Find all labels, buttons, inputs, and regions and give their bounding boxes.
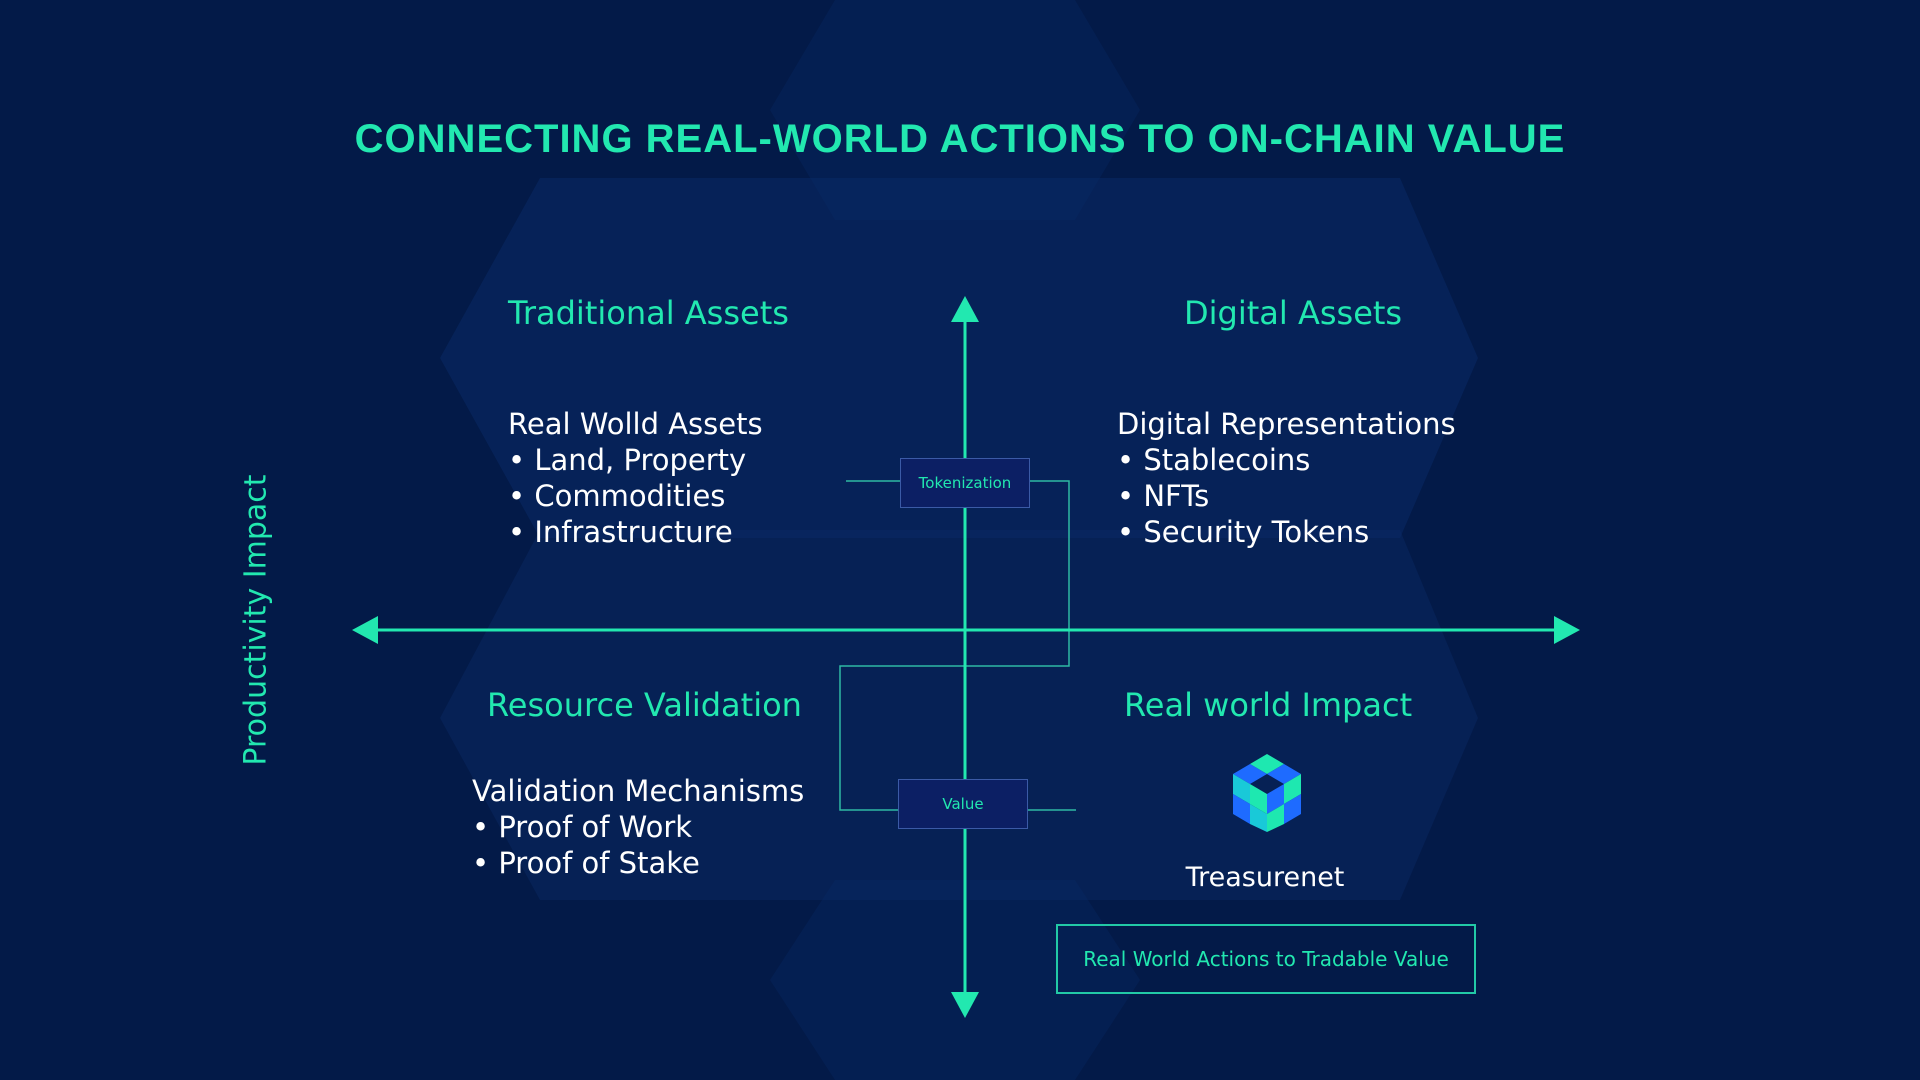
list-item: • NFTs <box>1117 479 1210 513</box>
list-heading: Digital Representations <box>1117 407 1456 441</box>
background-hexagon-lower <box>440 530 1478 900</box>
page-title: CONNECTING REAL-WORLD ACTIONS TO ON-CHAI… <box>354 117 1566 161</box>
background-hexagon-bottom <box>770 880 1140 1080</box>
background-hexagon-top <box>770 0 1140 220</box>
arrow-up-icon <box>951 296 979 322</box>
arrow-right-icon <box>1554 616 1580 644</box>
list-item: • Commodities <box>508 479 726 513</box>
resource-validation-title: Resource Validation <box>487 686 802 724</box>
brand-name: Treasurenet <box>1185 862 1345 893</box>
axes <box>372 318 1556 995</box>
traditional-assets-list: Real Wolld Assets • Land, Property • Com… <box>508 406 763 550</box>
value-box: Value <box>898 779 1028 829</box>
y-axis-label: Productivity Impact <box>238 474 274 766</box>
treasurenet-logo-icon <box>1233 754 1301 832</box>
traditional-assets-title: Traditional Assets <box>508 294 789 332</box>
background-hexagon <box>440 178 1478 538</box>
list-item: • Proof of Stake <box>472 846 700 880</box>
digital-assets-list: Digital Representations • Stablecoins • … <box>1117 406 1456 550</box>
digital-assets-title: Digital Assets <box>1184 294 1403 332</box>
list-item: • Security Tokens <box>1117 515 1370 549</box>
real-world-impact-title: Real world Impact <box>1124 686 1413 724</box>
list-item: • Stablecoins <box>1117 443 1311 477</box>
list-item: • Infrastructure <box>508 515 733 549</box>
tokenization-box: Tokenization <box>900 458 1030 508</box>
arrow-down-icon <box>951 992 979 1018</box>
tagline-box: Real World Actions to Tradable Value <box>1056 924 1476 994</box>
resource-validation-list: Validation Mechanisms • Proof of Work • … <box>472 773 804 881</box>
list-heading: Validation Mechanisms <box>472 774 805 808</box>
connector-lines <box>839 480 1076 811</box>
list-item: • Land, Property <box>508 443 747 477</box>
list-heading: Real Wolld Assets <box>508 407 763 441</box>
arrow-left-icon <box>352 616 378 644</box>
list-item: • Proof of Work <box>472 810 693 844</box>
